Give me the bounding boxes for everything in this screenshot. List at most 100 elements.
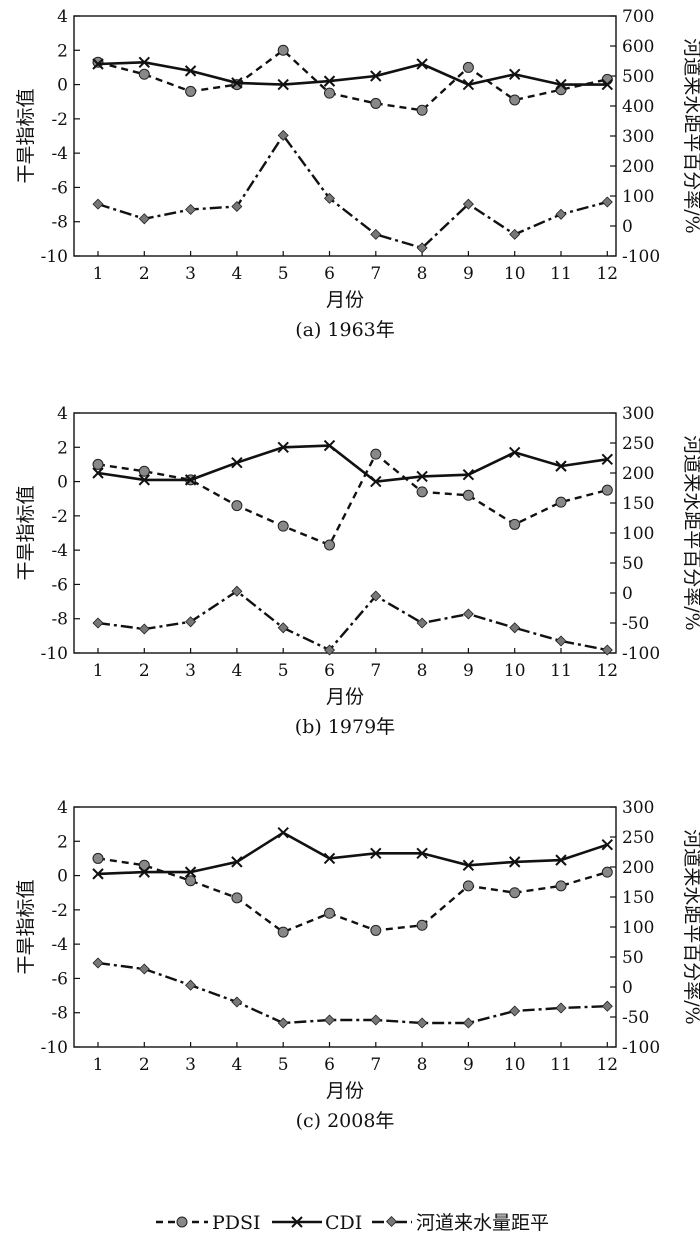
legend-flow-label: 河道来水量距平 <box>416 1212 549 1234</box>
flow-point <box>416 242 428 254</box>
cdi-point <box>462 78 475 91</box>
x-tick-label: 8 <box>417 661 428 681</box>
left-tick-label: 4 <box>57 7 68 27</box>
right-axis-label: 河道来水距平百分率/% <box>681 38 700 233</box>
flow-point <box>185 616 197 628</box>
plot-frame <box>73 15 617 257</box>
pdsi-point <box>324 539 335 551</box>
x-axis-label: 月份 <box>326 1080 364 1102</box>
x-tick-label: 3 <box>185 1055 196 1075</box>
right-axis-label: 河道来水距平百分率/% <box>681 829 700 1024</box>
pdsi-point <box>231 892 243 904</box>
pdsi-point <box>555 880 567 892</box>
cdi-point <box>555 460 567 472</box>
x-tick-label: 4 <box>231 264 242 284</box>
cdi-point <box>601 78 614 91</box>
right-tick-label: 250 <box>622 434 654 454</box>
flow-point <box>323 1014 336 1026</box>
pdsi-point <box>138 859 150 871</box>
left-tick-label: 4 <box>57 798 68 818</box>
cdi-series-line <box>97 60 608 86</box>
left-tick-label: -2 <box>51 110 68 130</box>
legend-cdi-marker <box>291 1216 303 1228</box>
pdsi-point <box>277 926 289 938</box>
pdsi-point <box>462 489 474 501</box>
legend-pdsi-marker <box>176 1216 188 1228</box>
flow-point <box>185 203 197 216</box>
right-tick-label: 200 <box>622 464 654 484</box>
cdi-point <box>92 58 104 70</box>
pdsi-point <box>231 500 243 512</box>
right-tick-label: -100 <box>622 1038 660 1058</box>
right-tick-label: 600 <box>622 37 654 57</box>
x-tick-label: 7 <box>370 1055 381 1075</box>
flow-point <box>323 192 336 204</box>
pdsi-point <box>138 68 150 80</box>
left-tick-label: -4 <box>51 541 68 561</box>
left-tick-label: 2 <box>57 438 68 458</box>
x-tick-label: 3 <box>185 264 196 284</box>
cdi-point <box>184 866 197 878</box>
left-tick-label: 2 <box>57 41 68 61</box>
x-tick-label: 4 <box>231 1055 242 1075</box>
x-tick-label: 5 <box>278 1055 289 1075</box>
legend-pdsi-label: PDSI <box>212 1212 261 1234</box>
left-tick-label: -6 <box>51 178 68 198</box>
pdsi-point <box>92 852 104 864</box>
cdi-point <box>555 78 567 91</box>
left-tick-label: 0 <box>57 76 68 96</box>
cdi-point <box>416 847 428 859</box>
x-tick-label: 3 <box>185 661 196 681</box>
x-axis-label: 月份 <box>326 289 364 311</box>
cdi-point <box>231 856 243 868</box>
right-tick-label: 100 <box>622 187 654 207</box>
flow-point <box>462 1017 474 1029</box>
pdsi-point <box>370 97 382 109</box>
flow-series-line <box>97 133 608 250</box>
right-tick-label: 300 <box>622 127 654 147</box>
pdsi-point <box>416 919 428 931</box>
left-tick-label: 2 <box>57 832 68 852</box>
pdsi-point <box>277 44 289 56</box>
cdi-point <box>277 441 289 453</box>
right-tick-label: 200 <box>622 858 654 878</box>
chart-caption: (c) 2008年 <box>296 1110 395 1132</box>
pdsi-point <box>509 94 521 106</box>
flow-point <box>601 644 613 656</box>
flow-point <box>416 617 428 629</box>
x-tick-label: 12 <box>596 1055 618 1075</box>
right-tick-label: -50 <box>622 614 649 634</box>
pdsi-point <box>555 496 567 508</box>
pdsi-point <box>416 486 428 498</box>
left-tick-label: -10 <box>41 644 68 664</box>
chart-panel-2: 420-2-4-6-8-10300250200150100500-50-1001… <box>15 404 700 738</box>
left-axis-label: 干旱指标值 <box>15 485 37 580</box>
left-tick-label: -2 <box>51 901 68 921</box>
flow-point <box>370 590 382 602</box>
cdi-point <box>370 475 382 488</box>
right-tick-label: 300 <box>622 404 654 424</box>
x-tick-label: 8 <box>417 1055 428 1075</box>
cdi-point <box>508 446 521 459</box>
x-tick-label: 11 <box>550 1055 572 1075</box>
cdi-series-line <box>97 444 608 483</box>
pdsi-point <box>185 85 197 97</box>
pdsi-series-line <box>97 857 608 934</box>
flow-point <box>138 213 150 225</box>
left-tick-label: 0 <box>57 867 68 887</box>
pdsi-point <box>509 518 521 530</box>
cdi-point <box>231 457 243 469</box>
pdsi-point <box>601 484 613 496</box>
flow-point <box>138 623 150 635</box>
x-tick-label: 10 <box>504 264 526 284</box>
pdsi-point <box>601 866 613 878</box>
cdi-point <box>323 852 336 865</box>
cdi-point <box>184 474 197 486</box>
x-tick-label: 9 <box>463 264 474 284</box>
cdi-point <box>416 58 428 70</box>
pdsi-point <box>416 104 428 116</box>
cdi-point <box>277 78 289 91</box>
flow-point <box>416 1017 428 1029</box>
flow-point <box>370 228 382 240</box>
x-tick-label: 10 <box>504 661 526 681</box>
